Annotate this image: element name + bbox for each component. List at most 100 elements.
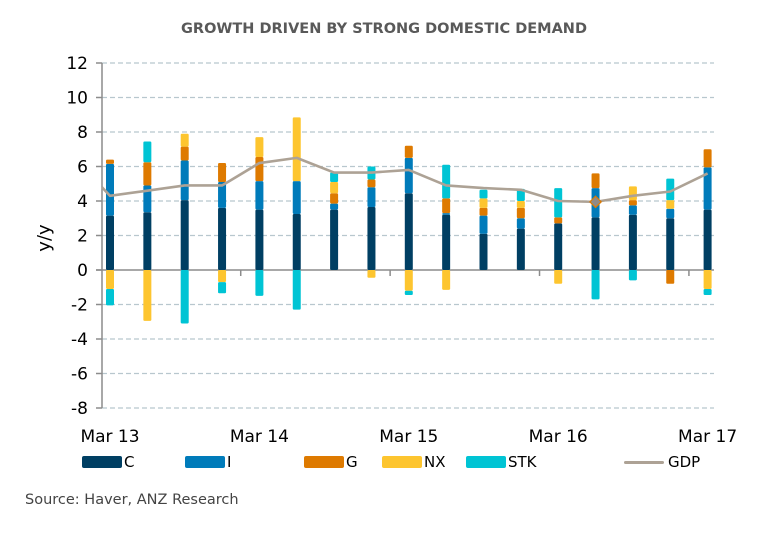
bar-segment-c [442,214,451,270]
legend-item-g[interactable]: G [304,451,358,473]
bar-segment-c [292,213,301,270]
bar-segment-nx [442,270,451,290]
gdp-line-layer [101,156,709,209]
bar-group [591,173,600,300]
gdp-line [101,156,709,204]
bar-segment-i [479,215,488,234]
bar-segment-i [255,181,264,210]
legend-color-swatch [82,456,122,468]
bar-segment-c [703,209,712,270]
bar-segment-c [218,207,227,270]
bar-group [479,189,488,270]
bar-segment-g [442,198,451,214]
bar-segment-stk [106,288,114,306]
legend-item-stk[interactable]: STK [466,451,537,473]
x-tick-label: Mar 14 [230,427,289,447]
bar-group [218,163,227,294]
bar-segment-g [591,173,600,189]
bar-segment-nx [554,270,563,284]
bar-segment-nx [367,270,376,278]
bar-segment-stk [442,164,451,199]
bar-segment-g [666,270,675,284]
bar-segment-i [666,208,675,219]
bar-segment-stk [628,270,637,281]
bar-segment-g [479,207,488,216]
bar-segment-i [703,167,712,210]
bar-segment-nx [218,270,227,283]
bar-group [255,137,264,296]
chart-title: GROWTH DRIVEN BY STRONG DOMESTIC DEMAND [181,21,587,37]
gdp-highlight-marker[interactable] [589,195,603,209]
bar-segment-g [218,163,227,183]
bar-segment-stk [479,189,488,199]
bar-segment-nx [106,270,114,289]
bar-segment-i [106,163,114,216]
bar-segment-i [330,203,339,210]
legend-label: NX [424,453,446,471]
legend-line-swatch [624,460,664,464]
bar-segment-c [180,200,189,270]
bar-segment-i [218,182,227,208]
bars [106,117,712,324]
bar-segment-g [143,162,152,186]
legend-item-i[interactable]: I [185,451,231,473]
bar-segment-nx [516,201,525,208]
bar-segment-i [180,160,189,201]
bar-segment-i [442,213,451,215]
bar-segment-stk [255,270,264,296]
bar-segment-c [666,218,675,270]
bar-group [703,149,712,296]
bar-segment-g [404,145,413,158]
bar-segment-c [330,209,339,270]
bar-segment-nx [628,186,637,201]
legend-label: G [346,453,358,471]
legend-label: I [227,453,232,471]
bar-segment-stk [143,141,152,163]
bar-segment-g [106,159,114,164]
bar-segment-nx [703,270,712,289]
bar-segment-c [628,214,637,270]
legend-color-swatch [466,456,506,468]
bar-segment-c [143,212,152,270]
bar-segment-stk [554,188,563,218]
bar-segment-c [591,217,600,270]
legend-item-nx[interactable]: NX [382,451,446,473]
y-tick-label: 2 [77,227,88,247]
bar-segment-nx [666,200,675,209]
y-tick-label: -4 [71,330,88,350]
y-tick-label: 6 [77,158,88,178]
axes [96,62,714,409]
bar-group [404,145,413,296]
bar-segment-nx [479,198,488,208]
bar-segment-c [404,193,413,270]
bar-segment-g [330,193,339,204]
bar-group [628,186,637,281]
bar-segment-nx [292,117,301,182]
bar-segment-g [180,146,189,161]
bar-segment-c [516,228,525,270]
y-tick-label: -6 [71,365,88,385]
legend-label: STK [508,453,537,471]
bar-segment-c [479,233,488,270]
bar-segment-stk [703,288,712,296]
bar-segment-g [554,217,563,224]
legend-color-swatch [382,456,422,468]
y-tick-label: 12 [66,54,88,74]
bar-segment-stk [292,270,301,310]
bar-group [330,172,339,270]
legend-label: GDP [668,453,701,471]
bar-segment-stk [404,290,413,296]
legend-color-swatch [185,456,225,468]
bar-group [106,159,114,306]
bar-segment-stk [180,270,189,324]
y-tick-label: -2 [71,296,88,316]
legend-item-c[interactable]: C [82,451,134,473]
bar-segment-nx [330,182,339,194]
bar-segment-stk [330,172,339,183]
y-axis-title: y/y [34,224,55,252]
bar-segment-c [554,223,563,270]
legend-item-gdp[interactable]: GDP [624,451,700,473]
x-tick-label: Mar 17 [678,427,737,447]
bar-segment-g [367,179,376,188]
